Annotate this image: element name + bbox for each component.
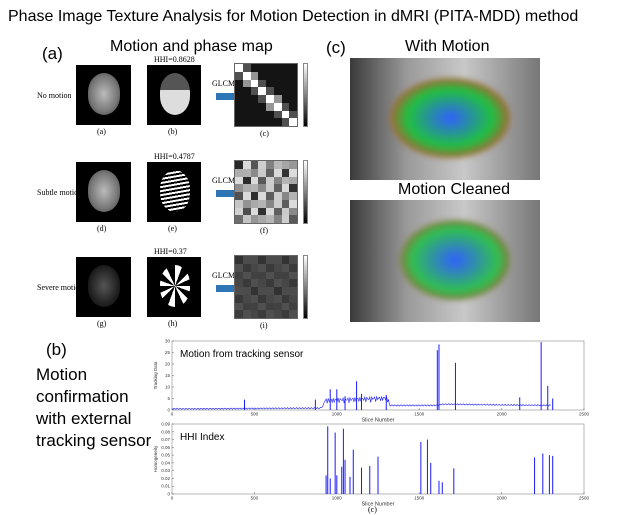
panel-c-top-heading: With Motion <box>405 38 490 55</box>
colorbar <box>303 160 308 224</box>
y-tick-label: 25 <box>165 350 171 355</box>
colorbar <box>303 63 308 127</box>
x-tick-label: 2000 <box>497 412 508 417</box>
colorbar <box>303 255 308 319</box>
image-caption: (e) <box>168 224 177 233</box>
description-line: with external <box>36 409 132 428</box>
row-condition-label: No motion <box>37 91 72 100</box>
glcm-label: GLCM <box>212 79 236 88</box>
description-line: Motion <box>36 365 88 384</box>
image-caption: (b) <box>168 127 178 136</box>
y-axis-label: Tracking Data <box>153 361 158 389</box>
panel-a-heading: Motion and phase map <box>110 38 273 55</box>
image-caption: (c) <box>260 129 269 138</box>
y-tick-label: 10 <box>165 385 171 390</box>
image-caption: (a) <box>97 127 106 136</box>
image-caption: (d) <box>97 224 107 233</box>
y-tick-label: 5 <box>167 396 170 401</box>
y-tick-label: 0.03 <box>161 468 170 473</box>
chart-title: Motion from tracking sensor <box>180 349 304 360</box>
x-tick-label: 2000 <box>497 496 508 501</box>
x-tick-label: 1000 <box>332 412 343 417</box>
figure-caption: (c) <box>368 505 377 514</box>
image-caption: (g) <box>97 319 107 328</box>
x-axis-label: Slice Number <box>361 502 394 508</box>
phase-map-image <box>147 65 201 125</box>
y-tick-label: 0.09 <box>161 422 170 427</box>
x-tick-label: 1000 <box>332 496 343 501</box>
panel-b-description: Motion confirmation with external tracki… <box>36 364 151 452</box>
chart-title: HHI Index <box>180 432 224 443</box>
tractography-with-motion-image <box>350 58 540 180</box>
x-tick-label: 1500 <box>414 412 425 417</box>
y-tick-label: 0.05 <box>161 453 170 458</box>
glcm-matrix <box>234 63 298 127</box>
y-tick-label: 0 <box>167 492 170 497</box>
plot-area <box>171 340 585 411</box>
hhi-value: HHI=0.8628 <box>154 55 195 64</box>
y-tick-label: 0.06 <box>161 445 170 450</box>
x-tick-label: 1500 <box>414 496 425 501</box>
charts: 0 500 1000 1500 2000 2500 0 5 10 15 20 25 30 Slice Nu… <box>153 339 590 508</box>
magnitude-image <box>76 65 131 125</box>
image-caption: (i) <box>260 321 268 330</box>
panel-a-label: (a) <box>42 44 63 63</box>
y-tick-label: 20 <box>165 362 171 367</box>
y-tick-label: 30 <box>165 339 171 344</box>
y-axis-label: Homogeneity <box>153 445 158 472</box>
glcm-matrix <box>234 255 298 319</box>
figure-title: Phase Image Texture Analysis for Motion … <box>8 8 579 25</box>
magnitude-image <box>76 162 131 222</box>
x-tick-label: 2500 <box>579 412 590 417</box>
image-caption: (h) <box>168 319 178 328</box>
glcm-label: GLCM <box>212 176 236 185</box>
y-tick-label: 0.07 <box>161 437 170 442</box>
phase-map-image <box>147 162 201 222</box>
image-caption: (f) <box>260 226 268 235</box>
hhi-value: HHI=0.4787 <box>154 152 195 161</box>
y-tick-label: 0.02 <box>161 476 170 481</box>
x-axis-label: Slice Number <box>361 418 394 424</box>
y-tick-label: 0 <box>167 408 170 413</box>
panel-b-label: (b) <box>46 340 67 359</box>
glcm-matrix <box>234 160 298 224</box>
x-tick-label: 500 <box>251 412 259 417</box>
description-line: tracking sensor <box>36 431 152 450</box>
x-tick-label: 0 <box>171 412 174 417</box>
x-tick-label: 500 <box>251 496 259 501</box>
hhi-value: HHI=0.37 <box>154 247 187 256</box>
panel-c-label: (c) <box>326 38 346 57</box>
y-tick-label: 0.08 <box>161 429 170 434</box>
tractography-motion-cleaned-image <box>350 200 540 322</box>
y-tick-label: 15 <box>165 373 171 378</box>
row-condition-label: Severe motion <box>37 283 84 292</box>
x-tick-label: 0 <box>171 496 174 501</box>
x-tick-label: 2500 <box>579 496 590 501</box>
panel-c-bottom-heading: Motion Cleaned <box>398 181 511 198</box>
phase-map-image <box>147 257 201 317</box>
description-line: confirmation <box>36 387 129 406</box>
magnitude-image <box>76 257 131 317</box>
y-tick-label: 0.01 <box>161 484 170 489</box>
y-tick-label: 0.04 <box>161 460 170 465</box>
glcm-label: GLCM <box>212 271 236 280</box>
row-condition-label: Subtle motion <box>37 188 83 197</box>
